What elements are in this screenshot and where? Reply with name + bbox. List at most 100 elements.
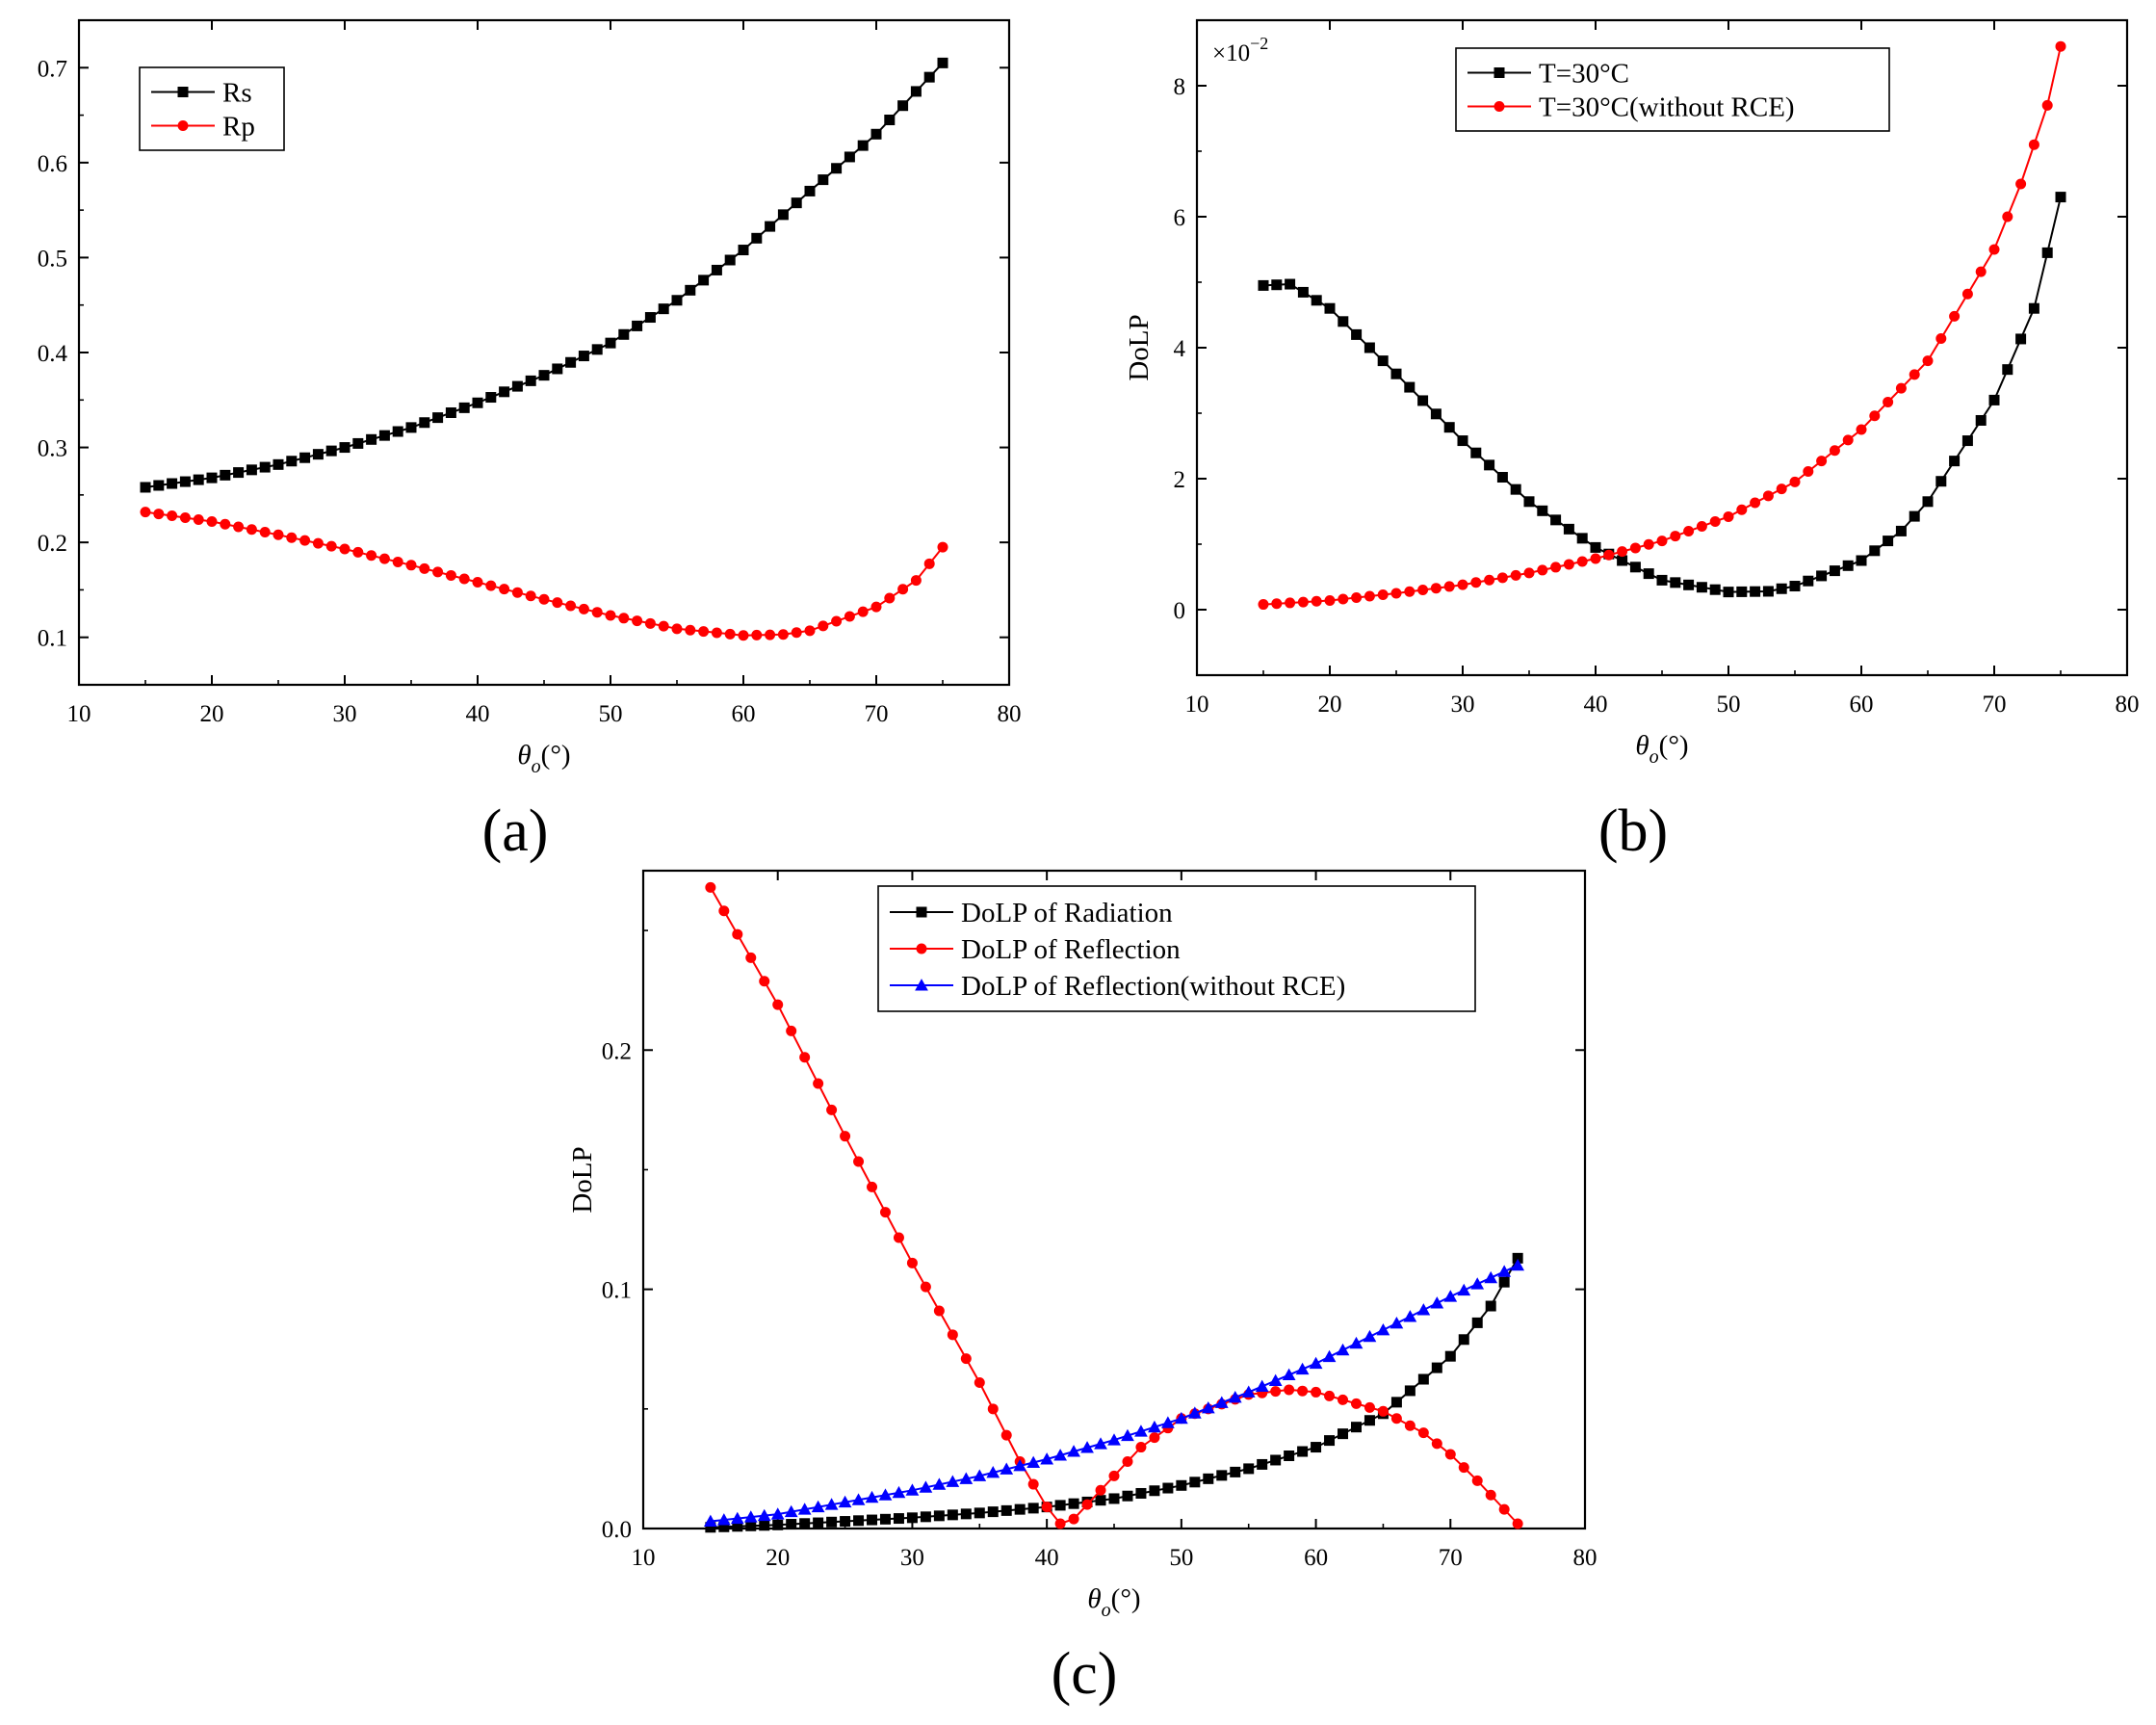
panel-label-c: (c) [1052,1641,1118,1707]
data-point [1311,295,1322,306]
data-point [884,115,896,125]
data-point [757,1508,771,1522]
data-point [565,356,577,368]
data-point [1134,1424,1148,1437]
data-point [987,1506,999,1518]
data-point [813,1078,824,1089]
data-point [366,550,377,562]
data-point [1470,577,1482,588]
data-point [1670,531,1681,542]
x-tick-label: 40 [466,701,490,727]
data-point [1617,555,1628,566]
data-point [1523,496,1535,508]
data-point [1054,1518,1066,1529]
data-point [1643,538,1654,550]
data-point [1498,1503,1510,1515]
data-point [844,611,855,622]
data-point [1417,395,1429,406]
legend: DoLP of Radiation DoLP of Reflection DoLP … [877,885,1476,1012]
data-point [366,433,377,445]
data-point [857,606,869,617]
data-point [1563,523,1574,535]
data-point [1537,564,1548,576]
x-tick-label: 30 [900,1545,924,1571]
data-point [732,928,743,940]
data-point [738,630,749,641]
x-axis-title: θo(°) [1087,1583,1140,1621]
data-point [824,1498,839,1510]
x-tick-label: 30 [333,701,357,727]
data-point [1988,244,2000,255]
data-point [1241,1385,1256,1398]
data-point [1068,1498,1079,1509]
data-point [511,380,523,392]
data-point [153,509,165,520]
data-point [1026,1455,1041,1468]
data-point [920,1281,931,1293]
data-point [1404,381,1416,393]
data-point [818,174,829,186]
data-point [2002,211,2013,222]
legend-label: Rp [222,112,255,143]
legend-marker [1494,101,1505,112]
data-point [1216,1470,1228,1481]
data-point [1416,1303,1431,1316]
data-point [1270,1386,1282,1398]
data-point [1040,1452,1054,1465]
data-point [1683,579,1695,590]
data-point [233,467,245,479]
data-point [1576,556,1588,567]
x-axis-title: θo(°) [517,740,570,777]
data-point [784,1504,798,1518]
data-point [831,615,843,627]
x-tick-label: 10 [1185,692,1209,718]
data-point [1510,484,1521,495]
data-point [813,1517,824,1529]
data-point [1750,497,1761,509]
data-point [1284,1450,1295,1461]
data-point [933,1305,945,1317]
data-point [765,221,776,232]
data-point [879,1513,891,1525]
data-point [973,1469,987,1481]
data-point [1080,1441,1094,1453]
data-point [1000,1504,1012,1516]
data-point [1643,568,1654,580]
data-point [1107,1433,1121,1446]
data-point [591,607,603,618]
data-point [1135,1442,1147,1453]
data-point [1842,434,1854,446]
data-point [1975,414,1987,426]
data-point [947,1329,958,1341]
data-point [1403,1310,1417,1322]
data-point [1285,278,1296,290]
panel-label-b: (b) [1598,798,1668,864]
data-point [233,521,245,533]
data-point [1338,316,1349,327]
data-point [1350,1422,1362,1433]
data-point [960,1353,972,1365]
data-point [1656,536,1668,547]
data-point [840,1131,851,1142]
series-1 [1258,192,2066,598]
data-point [1174,1411,1188,1424]
data-point [1458,1334,1469,1346]
data-point [405,560,417,571]
data-point [1869,545,1881,557]
y-tick-label: 0.4 [38,341,68,367]
data-point [797,1503,812,1515]
data-point [937,541,948,553]
data-point [1512,1518,1523,1529]
data-point [705,1522,716,1533]
data-point [552,363,563,375]
data-point [1349,1336,1364,1349]
data-point [718,1521,730,1532]
series-line [710,1257,1519,1529]
legend-label: Rs [222,78,252,109]
x-tick-label: 60 [1850,692,1874,718]
data-point [892,1485,906,1499]
data-point [987,1403,999,1415]
data-point [1390,1317,1404,1329]
data-point [718,905,730,917]
data-point [1404,1420,1416,1431]
